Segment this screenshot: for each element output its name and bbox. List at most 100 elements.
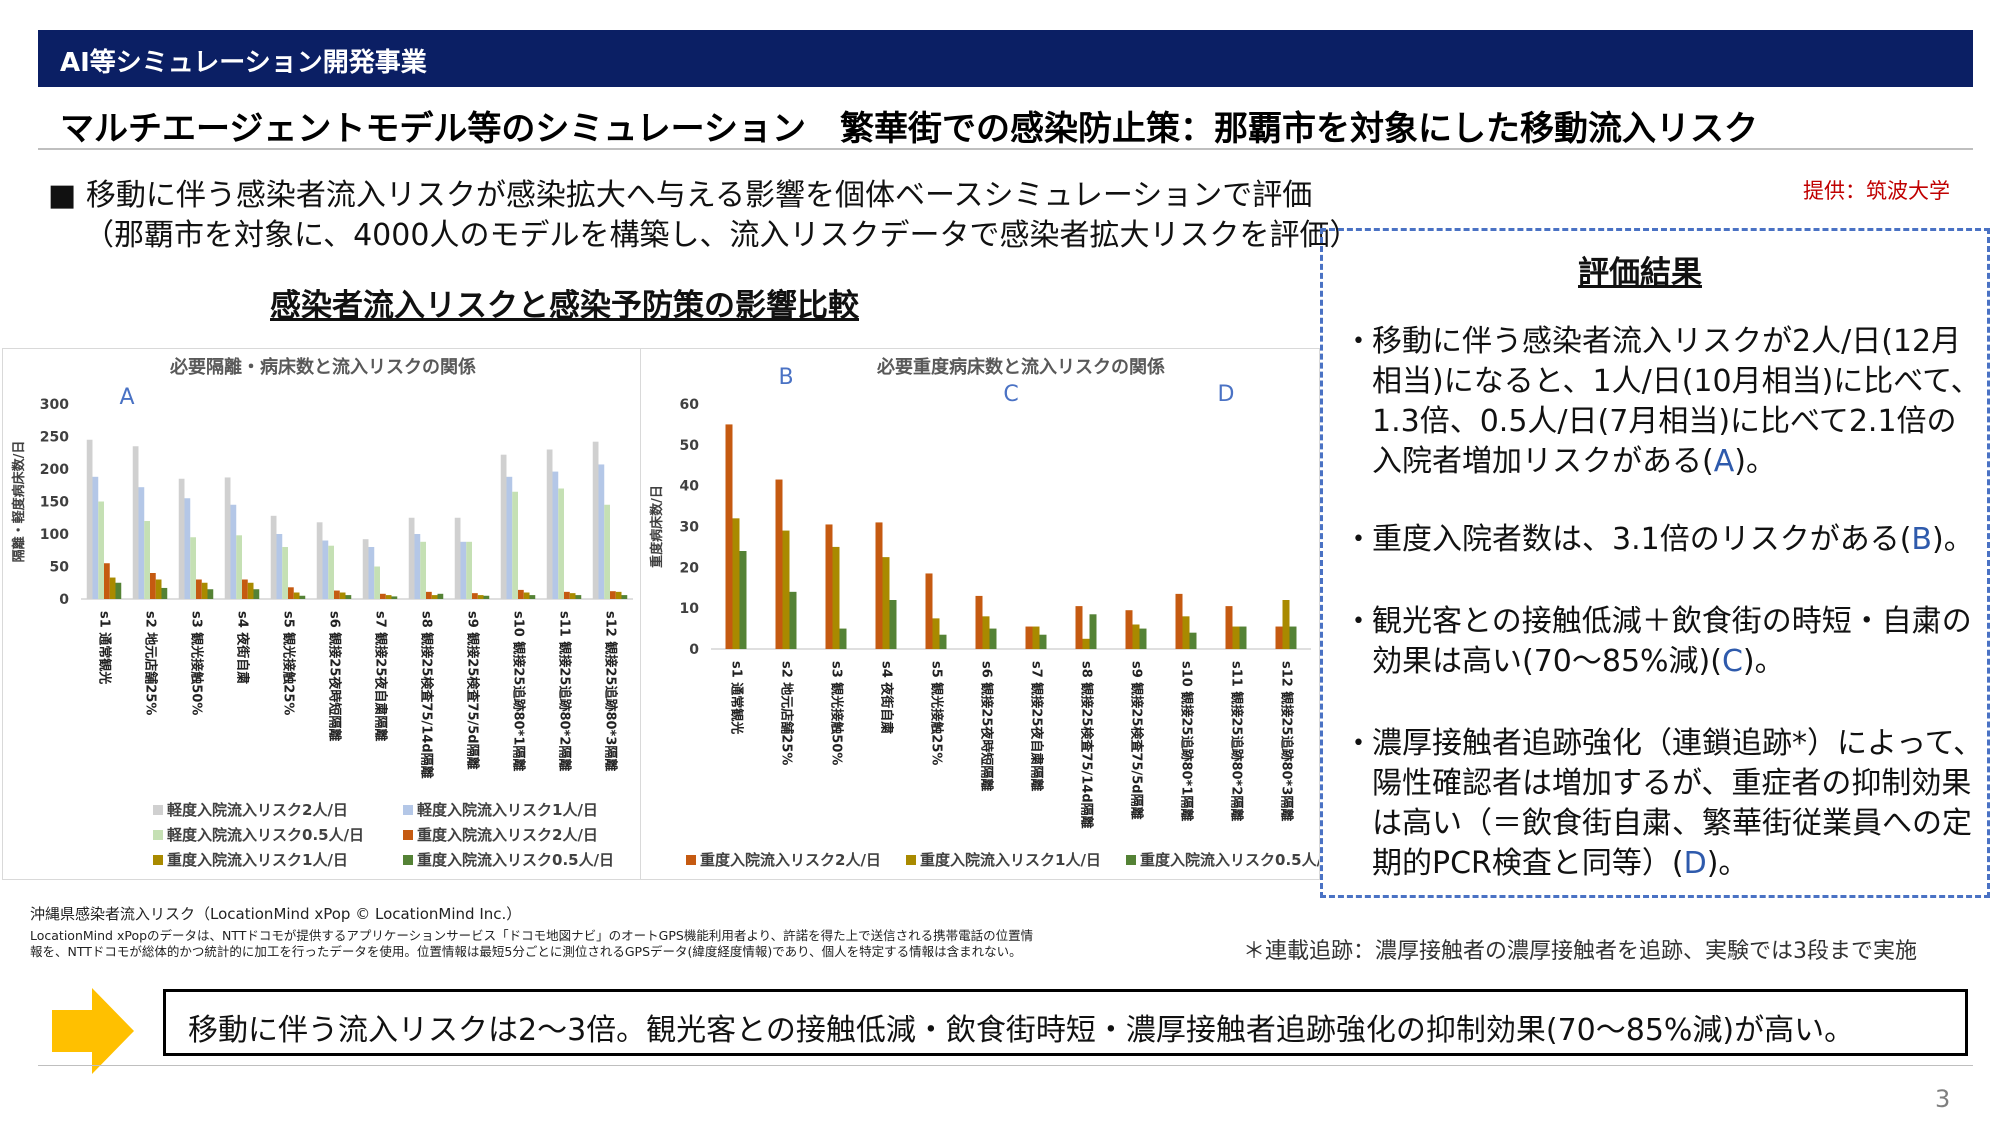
y-tick-label: 0 xyxy=(59,592,69,608)
bar xyxy=(431,595,438,599)
bar xyxy=(293,592,300,599)
legend-label: 軽度入院流入リスク2人/日 xyxy=(167,801,348,819)
x-tick-label: s7 観接25夜自粛隔離 xyxy=(1029,661,1045,791)
evaluation-item: • 観光客との接触低減＋飲食街の時短・自粛の効果は高い(70～85%減)(C)。 xyxy=(1352,602,1984,682)
bar xyxy=(569,593,576,599)
bar xyxy=(460,541,467,599)
bar xyxy=(523,592,530,599)
comparison-title: 感染者流入リスクと感染予防策の影響比較 xyxy=(270,288,859,324)
bar xyxy=(115,582,122,599)
y-tick-label: 300 xyxy=(40,397,69,413)
conclusion-box: 移動に伴う流入リスクは2～3倍。観光客との接触低減・飲食街時短・濃厚接触者追跡強… xyxy=(163,989,1968,1056)
evaluation-mark: D xyxy=(1683,846,1707,881)
y-tick-label: 150 xyxy=(40,495,69,511)
chart-annotation: C xyxy=(1003,382,1018,407)
bar xyxy=(782,530,790,649)
bar xyxy=(316,522,323,599)
bar xyxy=(184,498,191,599)
chart-title: 必要隔離・病床数と流入リスクの関係 xyxy=(169,356,476,378)
evaluation-item: • 濃厚接触者追跡強化（連鎖追跡*）によって、陽性確認者は増加するが、重症者の抑… xyxy=(1352,724,1984,884)
legend-label: 軽度入院流入リスク1人/日 xyxy=(417,801,598,819)
bar xyxy=(932,618,940,649)
bar xyxy=(825,524,833,649)
bar xyxy=(1189,632,1197,649)
bar xyxy=(1032,626,1040,649)
bar xyxy=(610,591,616,599)
bar xyxy=(875,522,883,649)
bar xyxy=(299,595,306,599)
bar xyxy=(621,595,628,599)
x-tick-label: s7 観接25夜自粛隔離 xyxy=(373,611,389,741)
y-axis-label: 隔離・軽度病床数/日 xyxy=(11,441,27,563)
bar xyxy=(975,595,983,649)
x-tick-label: s8 観接25検査75/14d隔離 xyxy=(1079,661,1095,829)
bar xyxy=(339,592,346,599)
y-tick-label: 200 xyxy=(40,462,69,478)
legend-label: 重度入院流入リスク1人/日 xyxy=(167,851,348,869)
evaluation-text-end: )。 xyxy=(1742,644,1785,679)
legend-label: 軽度入院流入リスク0.5人/日 xyxy=(167,826,364,844)
chart-panel-left: 必要隔離・病床数と流入リスクの関係 0 50 100 150 200 250 300 隔離・軽度… xyxy=(2,348,641,880)
bar xyxy=(104,563,110,599)
y-tick-label: 30 xyxy=(680,520,700,536)
bar xyxy=(558,488,564,599)
bar xyxy=(882,557,890,649)
chart-annotation: D xyxy=(1218,382,1235,407)
bar xyxy=(604,504,610,599)
bar xyxy=(1225,606,1233,649)
bar xyxy=(190,537,196,599)
bar xyxy=(1082,638,1090,649)
bar xyxy=(144,521,150,599)
x-tick-label: s1 通常観光 xyxy=(729,661,745,734)
evaluation-heading: 評価結果 xyxy=(1578,255,1702,291)
x-tick-label: s5 観光接触25% xyxy=(281,611,297,715)
source-note: LocationMind xPopのデータは、NTTドコモが提供するアプリケーシ… xyxy=(30,928,1034,943)
x-tick-label: s2 地元店舗25% xyxy=(779,661,795,765)
bar xyxy=(426,591,432,599)
bar xyxy=(98,501,104,599)
bullet-dot-icon: • xyxy=(1352,527,1365,552)
y-tick-label: 20 xyxy=(680,560,700,576)
legend-label: 重度入院流入リスク2人/日 xyxy=(417,826,598,844)
bar xyxy=(196,579,202,599)
bar xyxy=(155,579,162,599)
bar xyxy=(518,589,524,599)
evaluation-mark: A xyxy=(1713,444,1735,479)
x-tick-label: s10 観接25追跡80*1隔離 xyxy=(1179,661,1195,821)
evaluation-text: 濃厚接触者追跡強化（連鎖追跡*）によって、陽性確認者は増加するが、重症者の抑制効… xyxy=(1372,726,1984,881)
bar xyxy=(454,517,461,599)
evaluation-mark: C xyxy=(1721,644,1743,679)
legend-label: 重度入院流入リスク2人/日 xyxy=(700,851,881,869)
bar xyxy=(109,577,116,599)
x-tick-label: s9 観接25検査75/5d隔離 xyxy=(1129,661,1145,820)
y-tick-label: 100 xyxy=(40,527,69,543)
bar xyxy=(374,566,380,599)
legend-label: 重度入院流入リスク0.5人/日 xyxy=(417,851,614,869)
y-tick-label: 250 xyxy=(40,430,69,446)
bar xyxy=(546,449,553,599)
evaluation-text: 移動に伴う感染者流入リスクが2人/日(12月相当)になると、1人/日(10月相当… xyxy=(1372,324,1981,479)
bullet-dot-icon: • xyxy=(1352,609,1365,634)
bar xyxy=(832,546,840,649)
bar xyxy=(86,439,93,599)
x-tick-label: s5 観光接触25% xyxy=(929,661,945,765)
x-tick-label: s1 通常観光 xyxy=(97,611,113,684)
footnote: ＊連載追跡：濃厚接触者の濃厚接触者を追跡、実験では3段まで実施 xyxy=(1243,939,1917,964)
bullet-dot-icon: • xyxy=(1352,731,1365,756)
x-tick-label: s9 観接25検査75/5d隔離 xyxy=(465,611,481,770)
evaluation-text-end: )。 xyxy=(1706,846,1749,881)
bar xyxy=(839,628,847,649)
y-tick-label: 0 xyxy=(689,642,699,658)
legend-swatch xyxy=(153,855,163,865)
bar xyxy=(1039,634,1047,649)
bar xyxy=(1075,606,1083,649)
bar xyxy=(380,593,386,599)
footer-divider xyxy=(38,1065,1973,1066)
x-tick-label: s4 夜街自粛 xyxy=(879,661,895,734)
bar xyxy=(236,535,242,599)
legend-swatch xyxy=(403,855,413,865)
source-title: 沖縄県感染者流入リスク（LocationMind xPop © Location… xyxy=(30,905,522,923)
legend-swatch xyxy=(153,830,163,840)
bar xyxy=(1232,626,1240,649)
bar xyxy=(775,479,783,649)
